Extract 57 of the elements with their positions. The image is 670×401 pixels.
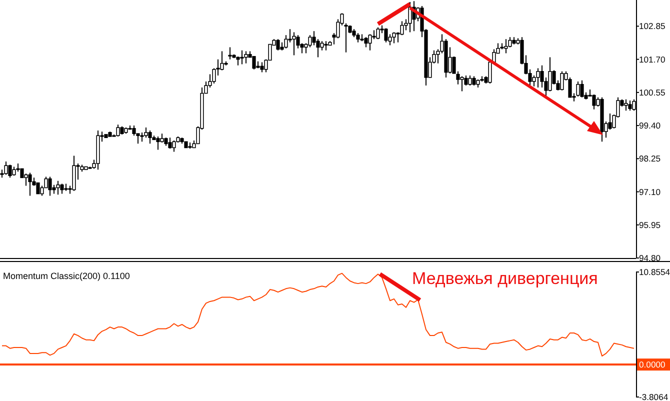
candlestick xyxy=(368,34,372,51)
candlestick xyxy=(472,76,476,86)
y-tick-label: 99.40 xyxy=(639,120,661,131)
candlestick xyxy=(4,161,8,176)
candlestick xyxy=(276,38,280,51)
candlestick xyxy=(144,127,148,138)
candlestick xyxy=(132,125,136,136)
candlestick xyxy=(364,36,368,48)
y-tick-label: 98.25 xyxy=(639,154,661,164)
y-tick-label: 10.8554 xyxy=(639,267,670,278)
y-tick-label: 95.95 xyxy=(639,220,661,230)
candlestick xyxy=(116,124,120,137)
chart-title: Momentum Classic(200) 0.1100 xyxy=(3,271,130,281)
candlestick xyxy=(60,183,64,194)
candlestick xyxy=(140,132,144,142)
candlestick xyxy=(384,28,388,43)
y-tick-label: 94.80 xyxy=(639,253,661,264)
y-tick-label: 101.70 xyxy=(639,54,666,64)
candlestick xyxy=(28,172,32,196)
candlestick xyxy=(468,74,472,86)
candlestick xyxy=(228,46,232,60)
candlestick xyxy=(324,40,328,51)
y-tick-label: 97.10 xyxy=(639,186,661,197)
candlestick xyxy=(240,50,244,65)
candlestick xyxy=(580,80,584,98)
annotation: Медвежья дивергенция xyxy=(412,269,598,288)
candlestick xyxy=(156,136,160,150)
candlestick xyxy=(400,20,404,36)
candlestick xyxy=(172,140,176,152)
candlestick xyxy=(8,164,12,178)
candlestick xyxy=(56,180,60,196)
candlestick xyxy=(148,130,152,144)
line-series xyxy=(2,272,634,357)
candlestick xyxy=(320,40,324,51)
candlestick xyxy=(260,62,264,73)
candlestick xyxy=(36,182,40,194)
candlestick xyxy=(628,100,632,112)
candlestick xyxy=(504,38,508,54)
y-tick-label: 102.85 xyxy=(639,21,666,32)
candlestick xyxy=(460,76,464,92)
candlestick xyxy=(168,137,172,150)
candlestick xyxy=(376,26,380,40)
candlestick xyxy=(252,56,256,70)
y-tick-label: 100.55 xyxy=(639,87,666,98)
candlestick xyxy=(244,50,248,64)
candlestick xyxy=(48,176,52,196)
candlestick xyxy=(488,62,492,84)
candlestick xyxy=(292,32,296,56)
candlestick xyxy=(592,94,596,110)
candlestick xyxy=(624,98,628,112)
y-tick-label: -3.8064 xyxy=(639,392,668,401)
y-tick-label: 0.0000 xyxy=(639,360,666,370)
candlestick xyxy=(560,70,564,91)
candlestick xyxy=(548,56,552,92)
candlestick xyxy=(408,2,412,33)
candlestick xyxy=(356,32,360,43)
candlestick xyxy=(536,68,540,88)
